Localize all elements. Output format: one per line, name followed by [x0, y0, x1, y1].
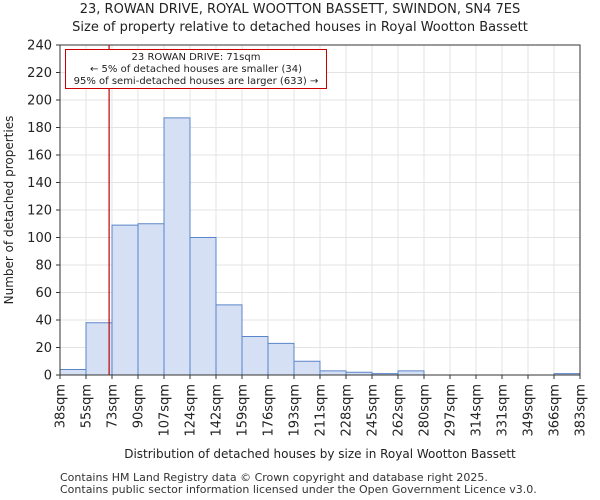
- bars: [59, 117, 581, 376]
- x-tick-label: 73sqm: [106, 384, 121, 428]
- grid-lines: [59, 44, 581, 376]
- x-tick-label: 193sqm: [288, 384, 303, 437]
- y-tick-label: 200: [27, 94, 52, 109]
- bar: [397, 370, 425, 376]
- x-tick-label: 383sqm: [574, 384, 589, 437]
- bar: [319, 370, 347, 376]
- y-tick-label: 180: [27, 121, 52, 136]
- y-tick-label: 80: [35, 259, 52, 274]
- bar: [163, 117, 191, 376]
- bar: [267, 342, 295, 376]
- bar: [215, 304, 243, 376]
- x-tick-label: 211sqm: [314, 384, 329, 437]
- annotation-box: 23 ROWAN DRIVE: 71sqm ← 5% of detached h…: [65, 49, 327, 89]
- bar: [189, 237, 217, 376]
- annotation-line-1: 23 ROWAN DRIVE: 71sqm: [131, 52, 261, 63]
- y-tick-label: 100: [27, 231, 52, 246]
- bar: [111, 224, 139, 376]
- bar: [293, 360, 321, 376]
- x-tick-label: 262sqm: [392, 384, 407, 437]
- y-tick-label: 40: [35, 314, 52, 329]
- chart-title: 23, ROWAN DRIVE, ROYAL WOOTTON BASSETT, …: [79, 2, 521, 17]
- bar: [59, 369, 87, 376]
- y-axis-ticks: 0 20 40 60 80 100 120 140 160 180 200 220 240: [27, 39, 60, 384]
- x-tick-label: 159sqm: [236, 384, 251, 437]
- y-tick-label: 60: [35, 286, 52, 301]
- y-tick-label: 20: [35, 341, 52, 356]
- chart-subtitle: Size of property relative to detached ho…: [72, 20, 528, 35]
- annotation-line-2: ← 5% of detached houses are smaller (34): [90, 64, 302, 75]
- bar: [137, 223, 165, 376]
- x-tick-label: 176sqm: [262, 384, 277, 437]
- bar: [85, 322, 113, 376]
- x-axis-ticks: 38sqm 55sqm 73sqm 90sqm 107sqm 124sqm 142sqm 15…: [54, 375, 589, 437]
- x-tick-label: 38sqm: [54, 384, 69, 428]
- annotation-line-3: 95% of semi-detached houses are larger (…: [73, 76, 319, 87]
- x-tick-label: 349sqm: [522, 384, 537, 437]
- x-axis-label: Distribution of detached houses by size …: [124, 447, 516, 461]
- x-tick-label: 142sqm: [210, 384, 225, 437]
- footer-line-1: Contains HM Land Registry data © Crown c…: [60, 471, 488, 484]
- x-tick-label: 366sqm: [548, 384, 563, 437]
- x-tick-label: 107sqm: [158, 384, 173, 437]
- y-tick-label: 120: [27, 204, 52, 219]
- x-tick-label: 90sqm: [132, 384, 147, 428]
- x-tick-label: 297sqm: [444, 384, 459, 437]
- x-tick-label: 331sqm: [496, 384, 511, 437]
- footer-line-2: Contains public sector information licen…: [60, 483, 537, 496]
- x-tick-label: 124sqm: [184, 384, 199, 437]
- y-tick-label: 140: [27, 176, 52, 191]
- x-tick-label: 55sqm: [80, 384, 95, 428]
- x-tick-label: 245sqm: [366, 384, 381, 437]
- y-tick-label: 220: [27, 66, 52, 81]
- x-tick-label: 314sqm: [470, 384, 485, 437]
- bar: [241, 336, 269, 376]
- y-tick-label: 0: [44, 369, 52, 384]
- y-tick-label: 160: [27, 149, 52, 164]
- x-tick-label: 280sqm: [418, 384, 433, 437]
- y-axis-label: Number of detached properties: [2, 116, 16, 305]
- y-tick-label: 240: [27, 39, 52, 54]
- x-tick-label: 228sqm: [340, 384, 355, 437]
